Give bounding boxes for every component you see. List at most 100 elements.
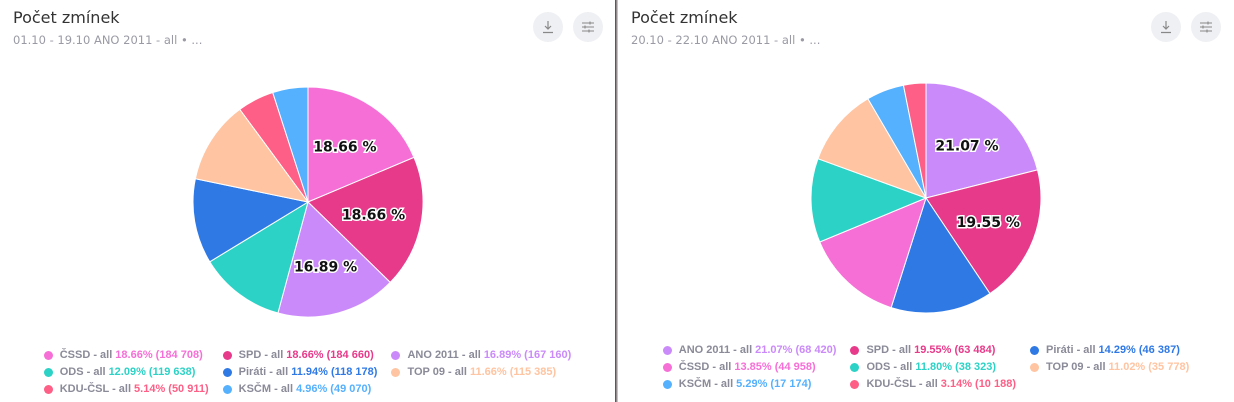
pie-slice[interactable]: [819, 197, 927, 309]
legend-item[interactable]: SPD - all 19.55% (63 484): [850, 344, 1016, 356]
legend-name: KSČM - all: [238, 383, 294, 395]
legend-item[interactable]: ČSSD - all 18.66% (184 708): [43, 349, 209, 361]
legend-dot: [1030, 345, 1039, 355]
legend-dot: [662, 362, 672, 372]
settings-sliders-icon: [1200, 21, 1212, 33]
legend-value: 21.07% (68 420): [755, 344, 837, 356]
legend-dot: [222, 350, 232, 360]
slice-label: 21.07 %: [935, 138, 998, 154]
legend-value: 5.29% (17 174): [736, 378, 812, 390]
legend-item[interactable]: TOP 09 - all 11.02% (35 778): [1030, 361, 1189, 373]
legend-value: 11.02% (35 778): [1108, 361, 1190, 373]
legend-item[interactable]: KSČM - all 4.96% (49 070): [222, 383, 378, 395]
pie-slice[interactable]: [192, 178, 310, 263]
legend-name: ODS - all: [866, 361, 913, 373]
legend-name: KSČM - all: [678, 378, 734, 390]
download-icon: [543, 21, 553, 34]
legend-dot: [43, 350, 53, 360]
legend-dot: [662, 345, 672, 355]
legend-item[interactable]: ANO 2011 - all 16.89% (167 160): [391, 349, 571, 361]
chart-legend: ANO 2011 - all 21.07% (68 420) SPD - all 19…: [618, 344, 1234, 390]
legend-dot: [1030, 362, 1039, 372]
legend-value: 16.89% (167 160): [483, 349, 572, 361]
chart-subtitle: 01.10 - 19.10 ANO 2011 - all • ...: [13, 33, 203, 47]
legend-dot: [43, 367, 53, 377]
legend-name: SPD - all: [238, 349, 284, 361]
chart-panel-2: Počet zmínek 20.10 - 22.10 ANO 2011 - al…: [618, 0, 1234, 402]
legend-dot: [391, 367, 401, 377]
pie-slice[interactable]: [925, 82, 1039, 199]
legend-name: ČSSD - all: [678, 361, 732, 373]
chart-legend: ČSSD - all 18.66% (184 708) SPD - all 18.66…: [0, 349, 615, 395]
settings-sliders-icon: [582, 21, 594, 33]
pie-chart: 21.07 % 19.55 %: [810, 82, 1042, 314]
pie-slice[interactable]: [272, 86, 309, 203]
slice-label: 16.89 %: [294, 259, 357, 275]
legend-dot: [850, 362, 860, 372]
settings-button[interactable]: [573, 12, 603, 42]
legend-item[interactable]: KDU-ČSL - all 3.14% (10 188): [850, 378, 1016, 390]
legend-name: Piráti - all: [238, 366, 289, 378]
pie-slice[interactable]: [194, 108, 310, 203]
pie-slice[interactable]: [277, 201, 391, 318]
legend-name: KDU-ČSL - all: [866, 378, 938, 390]
legend-item[interactable]: ODS - all 11.80% (38 323): [850, 361, 1016, 373]
legend-dot: [222, 384, 232, 394]
chart-panel-1: Počet zmínek 01.10 - 19.10 ANO 2011 - al…: [0, 0, 615, 402]
legend-item[interactable]: Piráti - all 14.29% (46 387): [1030, 344, 1189, 356]
legend-value: 5.14% (50 911): [134, 383, 209, 395]
legend-item[interactable]: KSČM - all 5.29% (17 174): [662, 378, 837, 390]
legend-value: 19.55% (63 484): [914, 344, 996, 356]
legend-value: 4.96% (49 070): [296, 383, 372, 395]
legend-name: SPD - all: [866, 344, 912, 356]
pie-slice[interactable]: [307, 86, 415, 203]
legend-name: ČSSD - all: [59, 349, 113, 361]
legend-name: ANO 2011 - all: [678, 344, 753, 356]
legend-name: ODS - all: [59, 366, 106, 378]
legend-name: KDU-ČSL - all: [59, 383, 132, 395]
legend-item[interactable]: Piráti - all 11.94% (118 178): [222, 366, 378, 378]
pie-slice[interactable]: [209, 200, 309, 314]
legend-value: 13.85% (44 958): [734, 361, 816, 373]
legend-value: 12.09% (119 638): [108, 366, 196, 378]
legend-name: TOP 09 - all: [407, 366, 467, 378]
legend-dot: [850, 345, 860, 355]
legend-dot: [43, 384, 53, 394]
pie-slice[interactable]: [890, 196, 991, 314]
panel-divider: [615, 0, 618, 402]
legend-name: ANO 2011 - all: [407, 349, 481, 361]
settings-button[interactable]: [1191, 12, 1221, 42]
chart-title: Počet zmínek: [631, 8, 738, 27]
legend-value: 11.94% (118 178): [291, 366, 378, 378]
legend-item[interactable]: ČSSD - all 13.85% (44 958): [662, 361, 837, 373]
pie-slice[interactable]: [810, 158, 928, 243]
legend-value: 3.14% (10 188): [940, 378, 1016, 390]
pie-chart: 18.66 % 18.66 % 16.89 %: [192, 86, 424, 318]
legend-value: 18.66% (184 660): [286, 349, 374, 361]
legend-value: 14.29% (46 387): [1098, 344, 1180, 356]
legend-value: 11.66% (115 385): [469, 366, 557, 378]
legend-item[interactable]: ODS - all 12.09% (119 638): [43, 366, 209, 378]
pie-slice[interactable]: [925, 169, 1042, 295]
legend-item[interactable]: TOP 09 - all 11.66% (115 385): [391, 366, 571, 378]
legend-value: 18.66% (184 708): [115, 349, 203, 361]
legend-name: TOP 09 - all: [1046, 361, 1106, 373]
chart-subtitle: 20.10 - 22.10 ANO 2011 - all • ...: [631, 33, 821, 47]
pie-slice[interactable]: [307, 156, 424, 284]
legend-dot: [662, 379, 672, 389]
legend-item[interactable]: KDU-ČSL - all 5.14% (50 911): [43, 383, 209, 395]
legend-item[interactable]: ANO 2011 - all 21.07% (68 420): [662, 344, 837, 356]
legend-dot: [222, 367, 232, 377]
download-button[interactable]: [533, 12, 563, 42]
chart-title: Počet zmínek: [13, 8, 120, 27]
pie-slice[interactable]: [817, 98, 928, 199]
slice-label: 18.66 %: [313, 139, 376, 155]
legend-dot: [850, 379, 860, 389]
download-button[interactable]: [1151, 12, 1181, 42]
pie-slice[interactable]: [902, 82, 927, 199]
legend-item[interactable]: SPD - all 18.66% (184 660): [222, 349, 378, 361]
legend-dot: [391, 350, 401, 360]
download-icon: [1161, 21, 1171, 34]
slice-label: 18.66 %: [342, 207, 405, 223]
slice-label: 19.55 %: [957, 215, 1020, 231]
